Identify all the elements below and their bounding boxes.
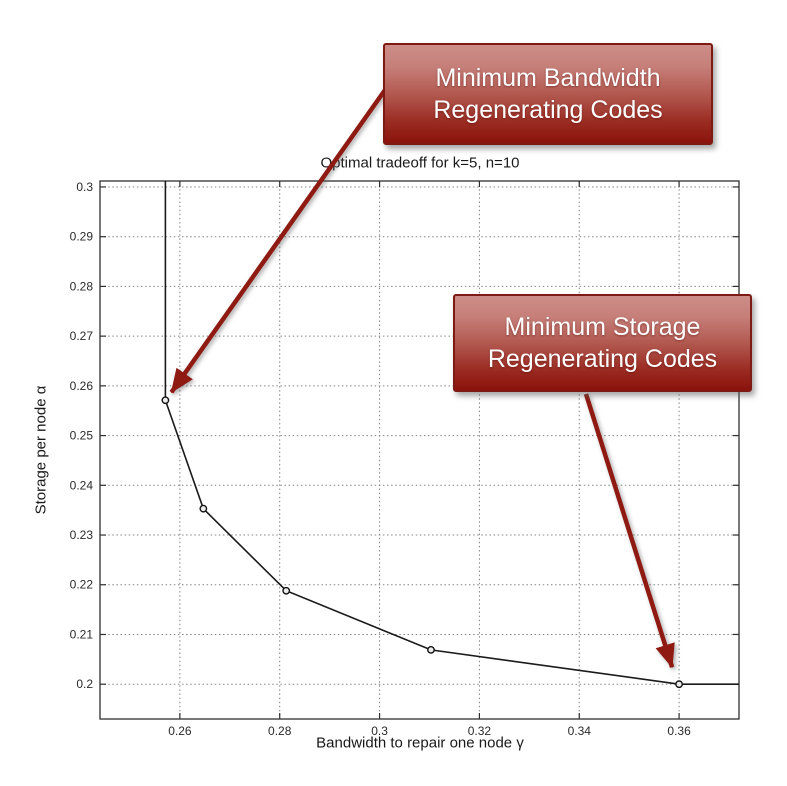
mbr-callout-label: Minimum Bandwidth Regenerating Codes — [433, 63, 663, 125]
x-tick-label: 0.26 — [168, 724, 192, 738]
data-point-marker — [427, 645, 435, 654]
msr-callout: Minimum Storage Regenerating Codes — [453, 294, 752, 392]
y-tick-label: 0.22 — [70, 578, 94, 592]
y-tick-label: 0.27 — [70, 329, 94, 343]
y-tick-label: 0.23 — [70, 528, 94, 542]
msr-callout-label: Minimum Storage Regenerating Codes — [487, 312, 718, 374]
y-tick-label: 0.29 — [70, 230, 94, 244]
data-point-marker — [161, 396, 170, 405]
data-point-markers — [161, 396, 683, 689]
mbr-callout: Minimum Bandwidth Regenerating Codes — [383, 43, 713, 145]
y-tick-label: 0.28 — [70, 279, 94, 293]
y-tick-label: 0.25 — [70, 429, 94, 443]
tradeoff-curve — [164, 181, 739, 685]
tick-marks — [100, 181, 739, 719]
x-tick-label: 0.28 — [268, 724, 292, 738]
plot-title: Optimal tradeoff for k=5, n=10 — [320, 154, 520, 172]
axes-box — [99, 180, 740, 720]
data-point-marker — [199, 504, 208, 513]
y-tick-label: 0.3 — [76, 180, 93, 194]
data-point-marker — [282, 586, 291, 595]
x-tick-label: 0.3 — [371, 724, 388, 738]
x-tick-label: 0.32 — [468, 724, 492, 738]
y-tick-label: 0.26 — [70, 379, 94, 393]
y-tick-label: 0.24 — [70, 478, 94, 492]
grid — [100, 181, 739, 719]
x-tick-label: 0.34 — [568, 724, 592, 738]
x-tick-label: 0.36 — [667, 724, 691, 738]
data-point-marker — [675, 680, 683, 689]
y-axis-label: Storage per node α — [32, 385, 50, 515]
y-tick-label: 0.2 — [76, 677, 93, 691]
tick-labels: 0.26 0.28 0.3 0.32 0.34 0.36 0.2 0.21 0.22 0.23 0.… — [70, 180, 691, 738]
x-axis-label: Bandwidth to repair one node γ — [316, 734, 524, 752]
y-tick-label: 0.21 — [70, 627, 94, 641]
